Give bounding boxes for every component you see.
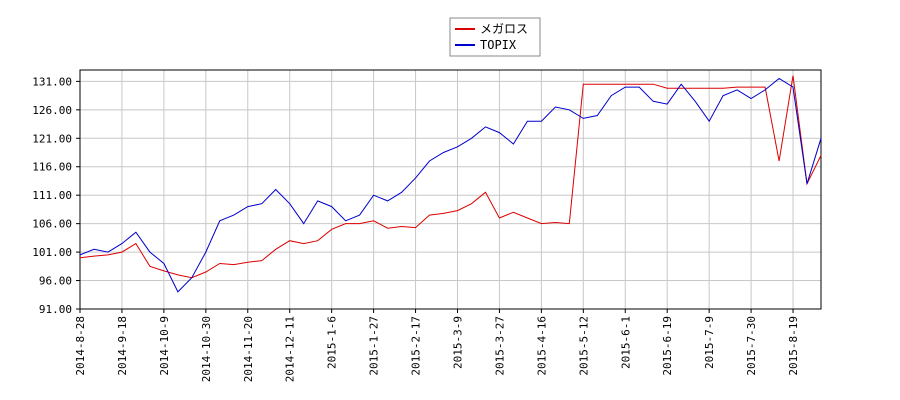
y-tick-label: 91.00 [39, 303, 72, 316]
legend-label: メガロス [480, 22, 528, 36]
x-tick-label: 2015-2-17 [410, 316, 423, 376]
y-tick-label: 131.00 [32, 75, 72, 88]
x-tick-label: 2015-7-30 [745, 316, 758, 376]
legend: メガロス TOPIX [449, 17, 541, 57]
y-tick-label: 116.00 [32, 161, 72, 174]
x-tick-label: 2015-5-12 [577, 316, 590, 376]
x-tick-label: 2015-1-27 [368, 316, 381, 376]
plot [79, 70, 821, 310]
x-tick-label: 2015-4-16 [535, 316, 548, 376]
x-tick-label: 2015-7-9 [703, 316, 716, 369]
series-line [79, 77, 822, 293]
plot-frame [79, 69, 822, 310]
legend-label: TOPIX [480, 38, 517, 52]
x-tick-label: 2014-12-11 [284, 316, 297, 382]
y-tick-label: 106.00 [32, 218, 72, 231]
y-tick-label: 111.00 [32, 189, 72, 202]
x-tick-label: 2015-8-19 [787, 316, 800, 376]
y-tick-label: 96.00 [39, 275, 72, 288]
y-tick-label: 121.00 [32, 132, 72, 145]
x-tick-label: 2015-3-9 [451, 316, 464, 369]
x-tick-label: 2014-10-9 [158, 316, 171, 376]
legend-box [449, 17, 541, 57]
x-tick-label: 2014-10-30 [200, 316, 213, 382]
x-tick-label: 2014-11-20 [242, 316, 255, 382]
x-tick-label: 2014-8-28 [74, 316, 87, 376]
x-tick-label: 2014-9-18 [116, 316, 129, 376]
series-line [79, 75, 822, 279]
x-tick-label: 2015-1-6 [326, 316, 339, 369]
y-tick-label: 126.00 [32, 104, 72, 117]
x-tick-label: 2015-6-1 [619, 316, 632, 369]
x-tick-label: 2015-3-27 [493, 316, 506, 376]
y-tick-label: 101.00 [32, 246, 72, 259]
x-tick-label: 2015-6-19 [661, 316, 674, 376]
